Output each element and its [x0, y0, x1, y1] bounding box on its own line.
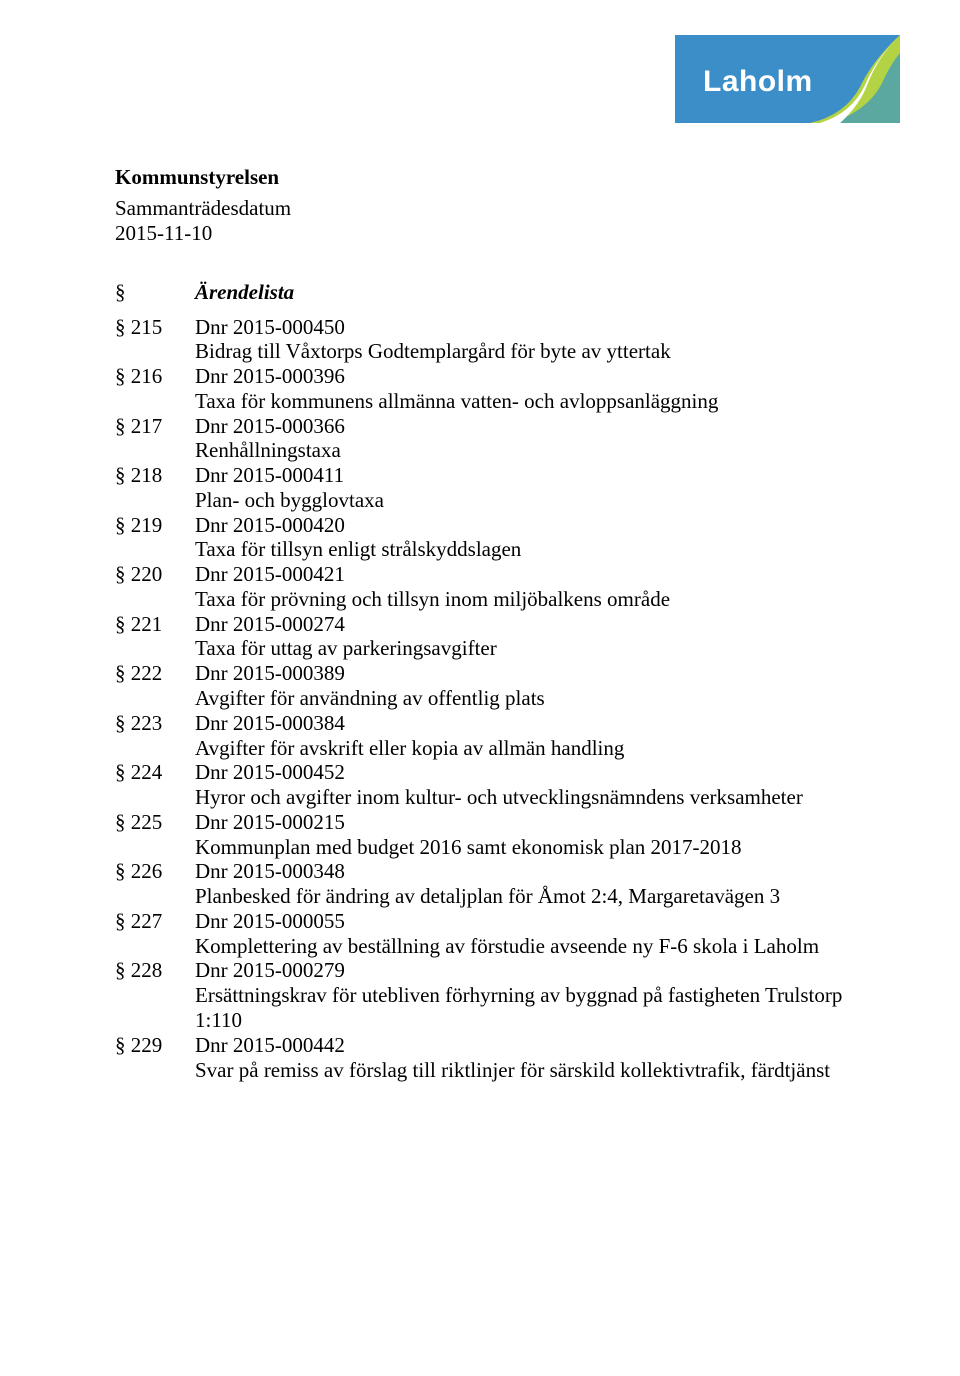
agenda-item-description: Ersättningskrav för utebliven förhyrning…	[195, 983, 860, 1033]
agenda-item-body: Dnr 2015-000366Renhållningstaxa	[195, 414, 860, 464]
agenda-item: § 215Dnr 2015-000450Bidrag till Våxtorps…	[115, 315, 860, 365]
agenda-item-number: § 226	[115, 859, 195, 884]
agenda-item-body: Dnr 2015-000452Hyror och avgifter inom k…	[195, 760, 860, 810]
agenda-item-body: Dnr 2015-000421Taxa för prövning och til…	[195, 562, 860, 612]
agenda-item-number: § 216	[115, 364, 195, 389]
agenda-item: § 227Dnr 2015-000055Komplettering av bes…	[115, 909, 860, 959]
agenda-item: § 224Dnr 2015-000452Hyror och avgifter i…	[115, 760, 860, 810]
agenda-item-description: Planbesked för ändring av detaljplan för…	[195, 884, 860, 909]
agenda-item-number: § 225	[115, 810, 195, 835]
agenda-item: § 228Dnr 2015-000279Ersättningskrav för …	[115, 958, 860, 1032]
agenda-item-dnr: Dnr 2015-000411	[195, 463, 860, 488]
agenda-item-description: Plan- och bygglovtaxa	[195, 488, 860, 513]
agenda-item: § 229Dnr 2015-000442Svar på remiss av fö…	[115, 1033, 860, 1083]
agenda-item-body: Dnr 2015-000055Komplettering av beställn…	[195, 909, 860, 959]
agenda-item: § 223Dnr 2015-000384Avgifter för avskrif…	[115, 711, 860, 761]
agenda-item-body: Dnr 2015-000348Planbesked för ändring av…	[195, 859, 860, 909]
agenda-item-dnr: Dnr 2015-000450	[195, 315, 860, 340]
logo-wordmark: Laholm	[703, 65, 813, 99]
agenda-item: § 221Dnr 2015-000274Taxa för uttag av pa…	[115, 612, 860, 662]
section-symbol: §	[115, 280, 195, 305]
document-body: Kommunstyrelsen Sammanträdesdatum 2015-1…	[115, 165, 860, 1082]
agenda-item-number: § 227	[115, 909, 195, 934]
agenda-item-description: Kommunplan med budget 2016 samt ekonomis…	[195, 835, 860, 860]
agenda-item-dnr: Dnr 2015-000452	[195, 760, 860, 785]
agenda-item-description: Komplettering av beställning av förstudi…	[195, 934, 860, 959]
agenda-item-description: Svar på remiss av förslag till riktlinje…	[195, 1058, 860, 1083]
agenda-item-dnr: Dnr 2015-000384	[195, 711, 860, 736]
agenda-item-number: § 217	[115, 414, 195, 439]
agenda-item-body: Dnr 2015-000389Avgifter för användning a…	[195, 661, 860, 711]
agenda-item-body: Dnr 2015-000274Taxa för uttag av parkeri…	[195, 612, 860, 662]
agenda-item-dnr: Dnr 2015-000442	[195, 1033, 860, 1058]
agenda-item-number: § 215	[115, 315, 195, 340]
agenda-item-body: Dnr 2015-000215Kommunplan med budget 201…	[195, 810, 860, 860]
agenda-item: § 225Dnr 2015-000215Kommunplan med budge…	[115, 810, 860, 860]
agenda-item: § 218Dnr 2015-000411Plan- och bygglovtax…	[115, 463, 860, 513]
agenda-item-body: Dnr 2015-000442Svar på remiss av förslag…	[195, 1033, 860, 1083]
agenda-item-dnr: Dnr 2015-000055	[195, 909, 860, 934]
agenda-list-header: § Ärendelista	[115, 280, 860, 305]
agenda-item-number: § 220	[115, 562, 195, 587]
agenda-list: § Ärendelista § 215Dnr 2015-000450Bidrag…	[115, 280, 860, 1083]
logo-swoosh-graphic	[810, 35, 900, 123]
agenda-item-description: Taxa för prövning och tillsyn inom miljö…	[195, 587, 860, 612]
agenda-item-description: Avgifter för avskrift eller kopia av all…	[195, 736, 860, 761]
logo-background: Laholm	[675, 35, 900, 123]
agenda-item-body: Dnr 2015-000396Taxa för kommunens allmän…	[195, 364, 860, 414]
agenda-item-description: Avgifter för användning av offentlig pla…	[195, 686, 860, 711]
agenda-item-body: Dnr 2015-000279Ersättningskrav för utebl…	[195, 958, 860, 1032]
agenda-item-dnr: Dnr 2015-000389	[195, 661, 860, 686]
agenda-item: § 216Dnr 2015-000396Taxa för kommunens a…	[115, 364, 860, 414]
agenda-item-body: Dnr 2015-000411Plan- och bygglovtaxa	[195, 463, 860, 513]
agenda-item-description: Taxa för kommunens allmänna vatten- och …	[195, 389, 860, 414]
agenda-item-body: Dnr 2015-000384Avgifter för avskrift ell…	[195, 711, 860, 761]
agenda-item-number: § 229	[115, 1033, 195, 1058]
agenda-item-description: Bidrag till Våxtorps Godtemplargård för …	[195, 339, 860, 364]
agenda-item: § 219Dnr 2015-000420Taxa för tillsyn enl…	[115, 513, 860, 563]
agenda-item-dnr: Dnr 2015-000279	[195, 958, 860, 983]
agenda-item-description: Taxa för tillsyn enligt strålskyddslagen	[195, 537, 860, 562]
agenda-item-description: Renhållningstaxa	[195, 438, 860, 463]
agenda-item-number: § 224	[115, 760, 195, 785]
agenda-item-body: Dnr 2015-000420Taxa för tillsyn enligt s…	[195, 513, 860, 563]
agenda-item-number: § 221	[115, 612, 195, 637]
agenda-item: § 220Dnr 2015-000421Taxa för prövning oc…	[115, 562, 860, 612]
agenda-item-number: § 228	[115, 958, 195, 983]
meeting-date-label: Sammanträdesdatum	[115, 196, 860, 221]
agenda-item-number: § 219	[115, 513, 195, 538]
agenda-item: § 217Dnr 2015-000366Renhållningstaxa	[115, 414, 860, 464]
brand-logo: Laholm	[675, 35, 900, 123]
agenda-item-number: § 223	[115, 711, 195, 736]
agenda-item: § 226Dnr 2015-000348Planbesked för ändri…	[115, 859, 860, 909]
meeting-date-value: 2015-11-10	[115, 221, 860, 246]
agenda-item-dnr: Dnr 2015-000396	[195, 364, 860, 389]
agenda-item-dnr: Dnr 2015-000421	[195, 562, 860, 587]
agenda-heading: Ärendelista	[195, 280, 294, 305]
agenda-item-dnr: Dnr 2015-000215	[195, 810, 860, 835]
agenda-item-description: Hyror och avgifter inom kultur- och utve…	[195, 785, 860, 810]
agenda-item-number: § 218	[115, 463, 195, 488]
agenda-item-dnr: Dnr 2015-000420	[195, 513, 860, 538]
agenda-item-dnr: Dnr 2015-000366	[195, 414, 860, 439]
agenda-item-dnr: Dnr 2015-000274	[195, 612, 860, 637]
document-title: Kommunstyrelsen	[115, 165, 860, 190]
agenda-item-dnr: Dnr 2015-000348	[195, 859, 860, 884]
agenda-item-number: § 222	[115, 661, 195, 686]
agenda-item-description: Taxa för uttag av parkeringsavgifter	[195, 636, 860, 661]
agenda-item: § 222Dnr 2015-000389Avgifter för användn…	[115, 661, 860, 711]
agenda-item-body: Dnr 2015-000450Bidrag till Våxtorps Godt…	[195, 315, 860, 365]
